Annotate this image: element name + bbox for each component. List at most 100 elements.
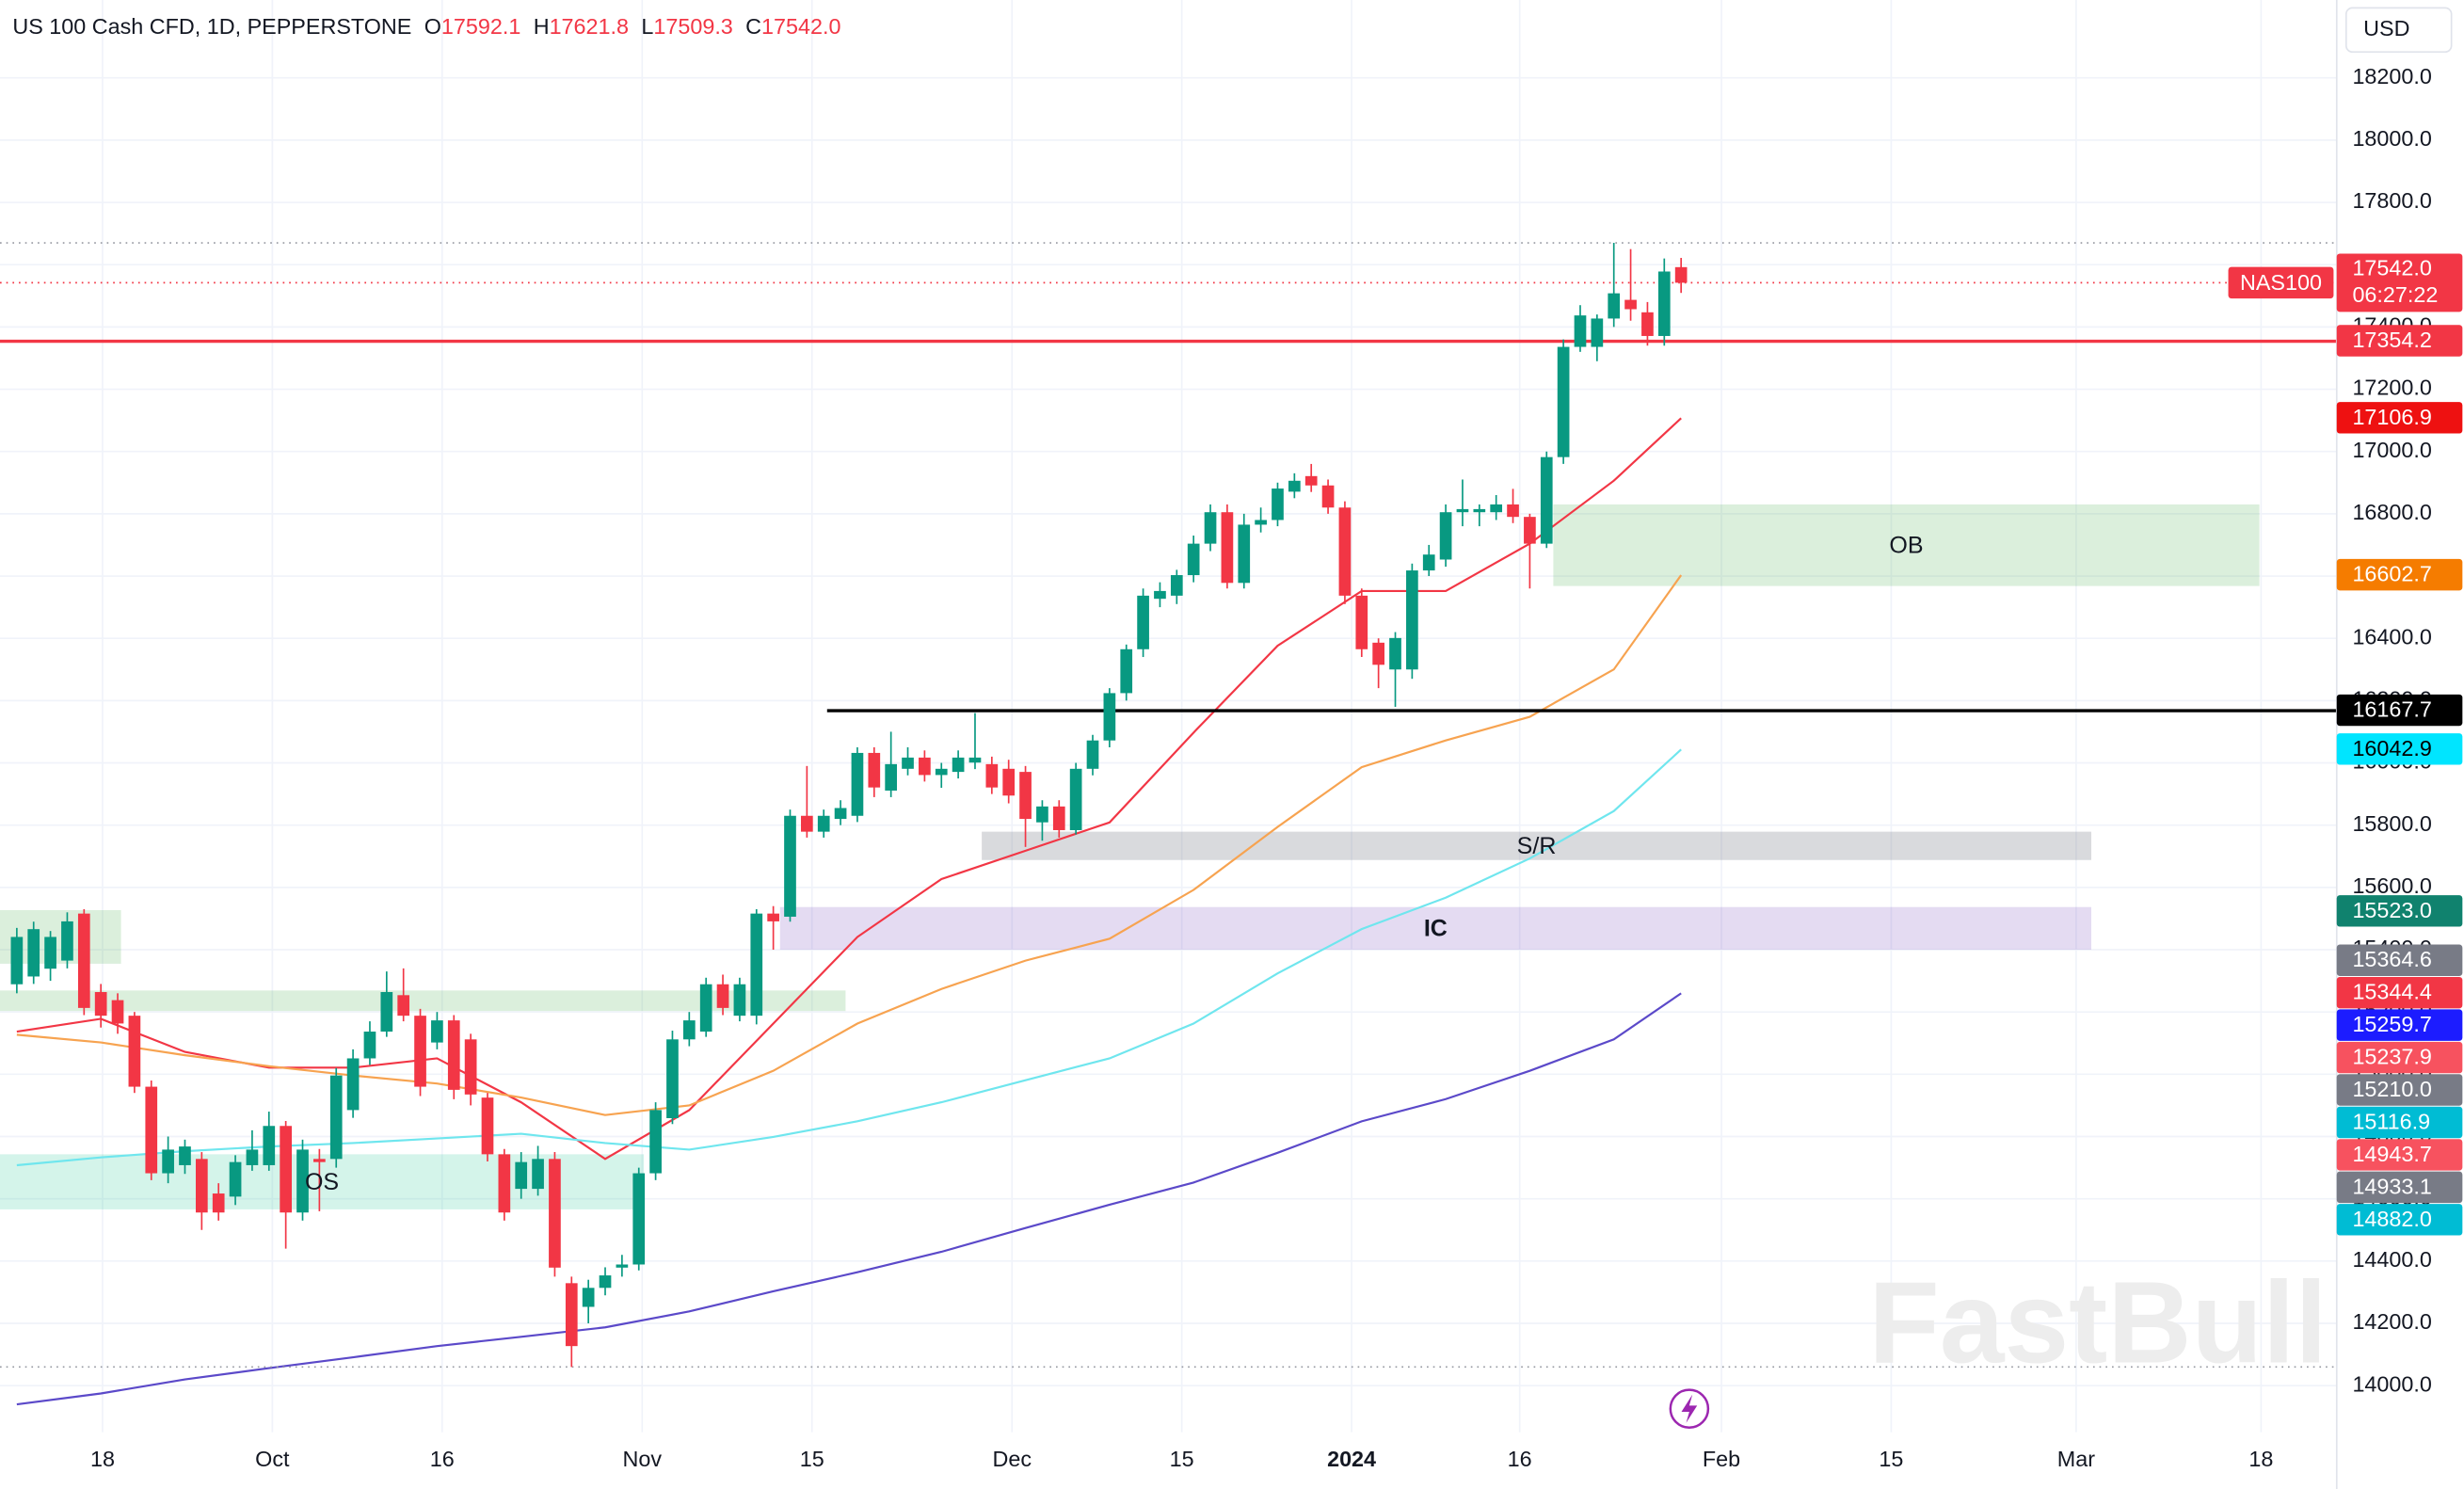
price-badge-label: 16602.7	[2352, 562, 2431, 586]
candle-body	[1372, 642, 1384, 665]
y-tick-label: 14400.0	[2352, 1247, 2431, 1272]
candle-body	[145, 1086, 158, 1174]
candle-body	[1019, 772, 1032, 820]
price-badge-label: 14943.7	[2352, 1142, 2431, 1166]
candle-body	[1473, 508, 1486, 513]
currency: USD	[2363, 16, 2409, 40]
candle-body	[1255, 520, 1267, 525]
zones	[0, 504, 2260, 1209]
ohlc-key: C	[745, 14, 761, 39]
y-tick-label: 16400.0	[2352, 624, 2431, 648]
candle-body	[1389, 637, 1401, 670]
y-tick-label: 17200.0	[2352, 376, 2431, 400]
candle-body	[27, 929, 40, 977]
candle-body	[716, 984, 729, 1008]
price-badge	[2336, 558, 2463, 591]
x-tick-label: 16	[430, 1447, 455, 1471]
candle-body	[1002, 768, 1016, 796]
candle-body	[1557, 346, 1570, 457]
price-badge-label: 16167.7	[2352, 697, 2431, 722]
candle-body	[632, 1173, 646, 1265]
candle-body	[1120, 648, 1133, 694]
y-tick-label: 15800.0	[2352, 811, 2431, 836]
title: US 100 Cash CFD, 1D, PEPPERSTONE	[12, 14, 411, 39]
icon-bolt[interactable]	[1681, 1394, 1698, 1423]
candle-body	[616, 1264, 629, 1268]
candle-body	[1657, 271, 1671, 336]
currency-box[interactable]	[2344, 7, 2453, 54]
ohlc-value: 17592.1	[441, 14, 520, 39]
ohlc-value: 17621.8	[550, 14, 629, 39]
price-badge	[2336, 694, 2463, 727]
candle-body	[1069, 768, 1082, 830]
candle-body	[414, 1016, 426, 1087]
zone-labels: OB S/R IC OS	[305, 533, 1924, 1195]
candle-body	[346, 1058, 360, 1111]
candle-body	[1338, 507, 1352, 596]
candle-body	[834, 808, 847, 820]
zone	[0, 990, 846, 1012]
candle-body	[246, 1149, 259, 1165]
x-tick-label: Oct	[255, 1447, 290, 1471]
y-tick-label: 16800.0	[2352, 500, 2431, 524]
candle-body	[313, 1159, 326, 1162]
price-badge-label: 14882.0	[2352, 1207, 2431, 1231]
candle-body	[1288, 480, 1301, 492]
y-tick-label: 18000.0	[2352, 126, 2431, 151]
price-badge	[2336, 1204, 2463, 1236]
moving-average	[16, 748, 1682, 1167]
ohlc-key: O	[424, 14, 441, 39]
price-badge-label: 14933.1	[2352, 1174, 2431, 1198]
grid	[0, 0, 2337, 1433]
candle-body	[515, 1161, 528, 1190]
candle-body	[128, 1016, 141, 1087]
price-badge	[2336, 944, 2463, 976]
candle-body	[750, 913, 763, 1017]
candle-body	[784, 815, 796, 917]
x-tick-label: Nov	[623, 1447, 663, 1471]
candle-body	[817, 815, 830, 832]
moving-average	[16, 574, 1683, 1116]
candle-body	[699, 984, 712, 1033]
y-tick-label: 15600.0	[2352, 873, 2431, 898]
candle-body	[767, 913, 779, 921]
y-tick-label: 14200.0	[2352, 1309, 2431, 1334]
zone-label: OS	[305, 1169, 339, 1195]
zone	[1553, 504, 2260, 586]
candle-body	[935, 768, 948, 776]
ohlc-value: 17509.3	[653, 14, 732, 39]
candle-body	[263, 1126, 276, 1165]
price-badge-label: 17106.9	[2352, 405, 2431, 429]
candle-body	[851, 752, 864, 816]
candles	[10, 243, 1688, 1368]
price-badges: NAS100 17542.006:27:22 17354.2 17106.9 16602…	[2228, 253, 2463, 1236]
candle-body	[179, 1146, 191, 1165]
candle-body	[77, 913, 90, 1008]
last-price-badge	[2336, 253, 2463, 312]
candle-body	[229, 1161, 242, 1197]
x-tick-label: Feb	[1703, 1447, 1740, 1471]
y-tick-label: 14000.0	[2352, 1371, 2431, 1396]
candle-body	[162, 1149, 174, 1174]
x-tick-label: 15	[1170, 1447, 1194, 1471]
candle-body	[280, 1126, 292, 1213]
price-badge	[2336, 325, 2463, 357]
candle-body	[212, 1193, 225, 1213]
symbol-name: NAS100	[2240, 270, 2322, 295]
candle-body	[968, 757, 982, 763]
zone-label: S/R	[1517, 833, 1557, 859]
candle-body	[1540, 456, 1553, 544]
replay-icon[interactable]	[1669, 1388, 1710, 1430]
candle-body	[380, 992, 393, 1033]
candle-body	[1304, 475, 1318, 486]
last-price-label: 17542.0	[2352, 255, 2431, 280]
ohlc-key: H	[534, 14, 550, 39]
symbol-badge	[2228, 266, 2334, 299]
y-tick-label: 17000.0	[2352, 438, 2431, 462]
candle-body	[649, 1110, 662, 1174]
time-axis-bg	[0, 1432, 2337, 1489]
candle-body	[481, 1097, 494, 1155]
price-badge-label: 15237.9	[2352, 1045, 2431, 1069]
candle-body	[1170, 575, 1183, 596]
